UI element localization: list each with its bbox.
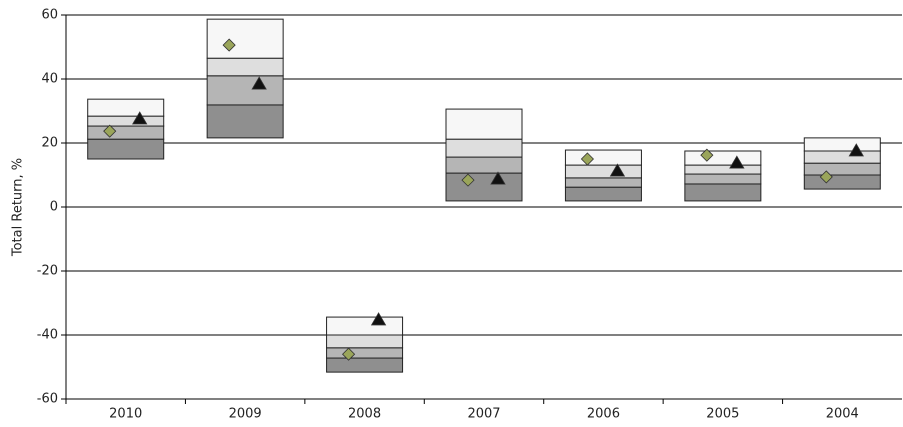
box-segment [684,150,762,166]
box-segment [87,125,165,140]
box-segment [445,172,523,202]
y-tick-label: 0 [50,200,58,215]
box-segment [803,150,881,164]
box-segment [803,137,881,152]
box-segment [326,357,404,373]
diamond-marker [222,38,236,52]
x-tick-label: 2009 [229,407,262,422]
box-segment [206,18,284,59]
box-segment [445,156,523,174]
triangle-marker [609,163,626,177]
y-tick-label: 20 [41,136,58,151]
box-segment [684,183,762,202]
box-segment [564,164,642,179]
diamond-marker [580,152,594,166]
box-segment [564,149,642,166]
x-tick-label: 2004 [826,407,859,422]
x-tick-label: 2010 [109,407,142,422]
box-segment [326,316,404,336]
triangle-marker [370,312,387,326]
triangle-marker [132,111,148,125]
box-segment [206,57,284,77]
triangle-marker [729,155,745,169]
box-segment [564,177,642,188]
box-segment [326,334,404,349]
box-segment [445,138,523,158]
x-tick-label: 2006 [587,407,620,422]
y-tick-label: 60 [41,8,58,23]
x-tick-label: 2007 [467,407,500,422]
diamond-marker [103,124,117,138]
box-segment [803,174,881,190]
box-segment [803,162,881,176]
diamond-marker [700,148,714,162]
triangle-marker [848,143,864,157]
y-tick-label: -60 [37,392,58,407]
box-segment [684,164,762,175]
box-segment [684,173,762,185]
triangle-marker [490,171,506,185]
triangle-marker [251,76,267,90]
y-tick-label: -40 [37,328,58,343]
box-segment [445,108,523,140]
y-axis-label: Total Return, % [11,158,26,257]
box-segment [326,347,404,359]
diamond-marker [342,347,356,361]
box-segment [87,138,165,160]
diamond-marker [461,173,475,187]
y-tick-label: 40 [41,72,58,87]
box-segment [87,115,165,127]
x-tick-label: 2005 [706,407,739,422]
box-segment [206,75,284,106]
box-segment [206,104,284,139]
diamond-marker [819,170,833,184]
box-segment [87,98,165,117]
box-segment [564,186,642,202]
x-tick-label: 2008 [348,407,381,422]
y-tick-label: -20 [37,264,58,279]
